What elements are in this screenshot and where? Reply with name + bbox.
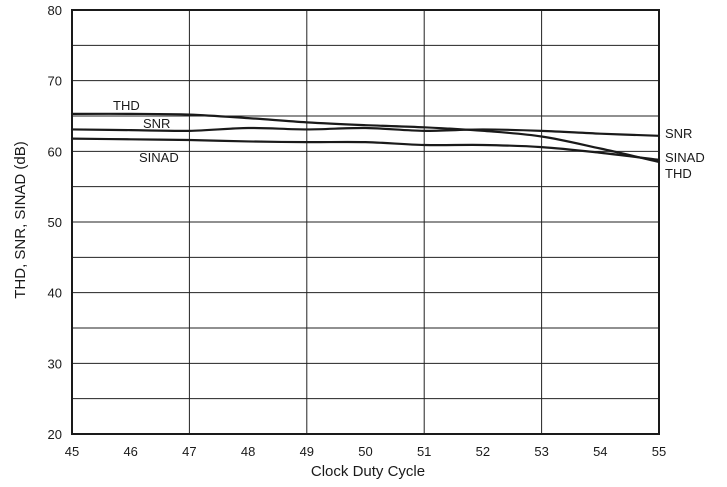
y-tick-label: 40 [48, 286, 62, 301]
y-tick-label: 20 [48, 427, 62, 442]
x-axis-title: Clock Duty Cycle [311, 463, 425, 480]
series-line-snr [70, 126, 661, 137]
y-tick-label: 70 [48, 74, 62, 89]
y-axis-title: THD, SNR, SINAD (dB) [12, 141, 29, 299]
x-tick-label: 55 [652, 444, 666, 459]
y-tick-label: 30 [48, 356, 62, 371]
series-label-sinad: SINAD [665, 150, 705, 165]
series-label-sinad: SINAD [139, 150, 179, 165]
series-label-snr: SNR [665, 126, 692, 141]
frame-layer [71, 9, 660, 435]
series-layer [70, 112, 661, 164]
x-tick-label: 51 [417, 444, 431, 459]
x-tick-label: 49 [300, 444, 314, 459]
series-line-thd [70, 112, 661, 164]
series-line-sinad [70, 137, 661, 161]
series-label-thd: THD [665, 166, 692, 181]
x-tick-label: 50 [358, 444, 372, 459]
series-label-snr: SNR [143, 116, 170, 131]
x-tick-label: 45 [65, 444, 79, 459]
x-tick-label: 46 [123, 444, 137, 459]
x-tick-label: 52 [476, 444, 490, 459]
y-tick-label: 80 [48, 3, 62, 18]
tick-label-layer: 45 46 47 48 49 50 51 52 53 54 55 20 30 40 50 60 70 80 [48, 3, 667, 459]
x-tick-label: 48 [241, 444, 255, 459]
y-tick-label: 60 [48, 144, 62, 159]
grid-layer [72, 10, 659, 434]
x-tick-label: 53 [534, 444, 548, 459]
x-tick-label: 47 [182, 444, 196, 459]
y-tick-label: 50 [48, 215, 62, 230]
plot-frame [71, 9, 660, 435]
series-label-thd: THD [113, 98, 140, 113]
x-tick-label: 54 [593, 444, 607, 459]
